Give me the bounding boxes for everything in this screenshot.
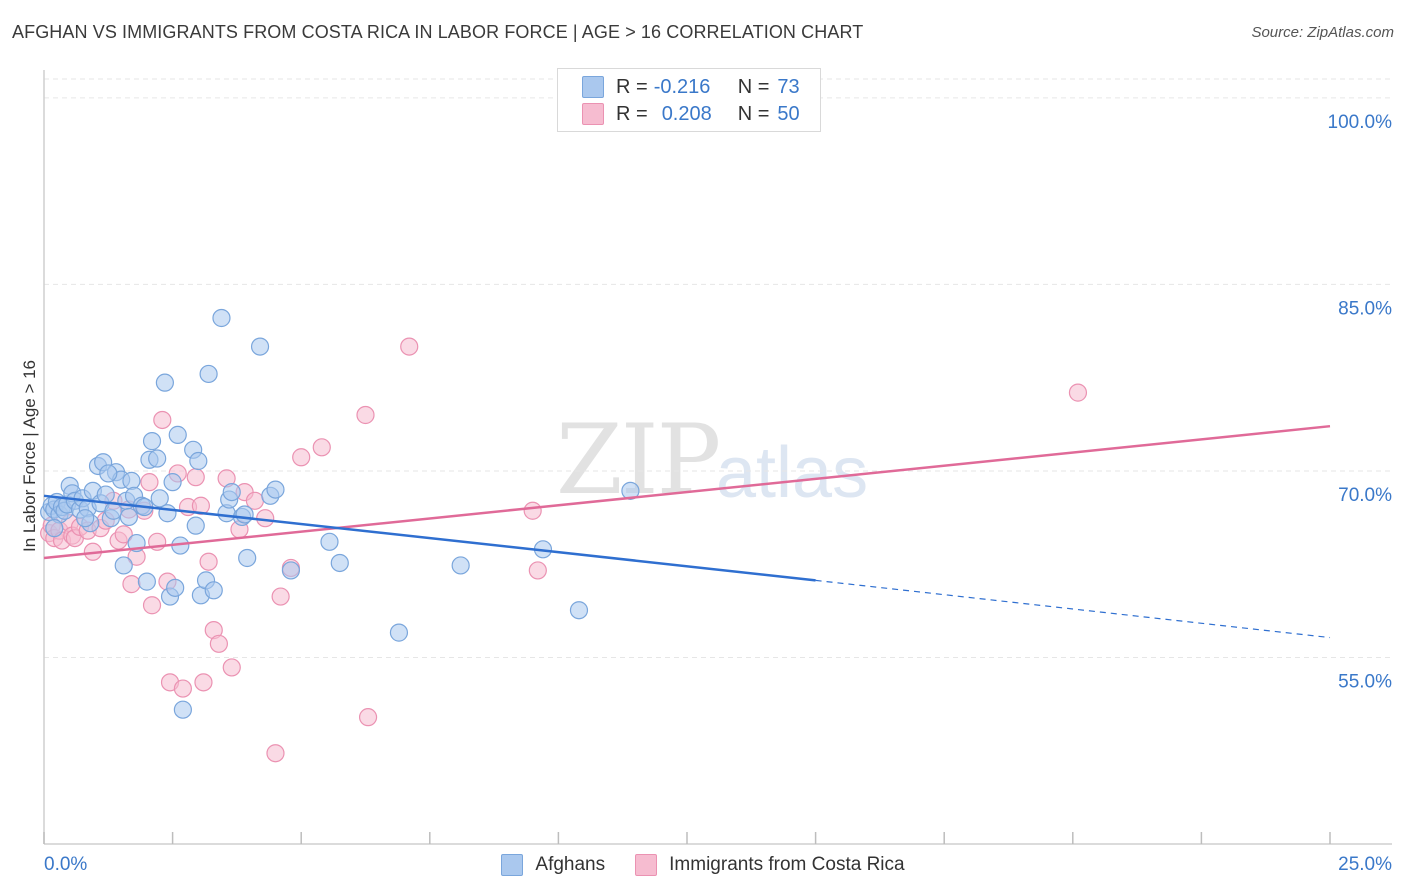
legend-swatch-blue xyxy=(582,76,604,98)
afghans-point xyxy=(204,581,223,600)
costa-rica-point xyxy=(523,501,542,520)
costa-rica-trend-line xyxy=(43,424,1331,560)
costa-rica-point xyxy=(292,448,311,467)
afghans-point xyxy=(148,449,167,468)
afghans-point xyxy=(569,601,589,620)
legend-swatch-pink xyxy=(635,854,658,876)
source-label: Source: ZipAtlas.com xyxy=(1251,24,1394,41)
afghans-point xyxy=(96,485,115,504)
afghans-point xyxy=(122,471,141,490)
afghans-point xyxy=(137,572,156,591)
x-tick-label: 25.0% xyxy=(1338,854,1392,875)
y-tick-label: 100.0% xyxy=(1328,112,1393,133)
afghans-point xyxy=(389,623,409,642)
correlation-legend: R = -0.216 N = 73 R = 0.208 N = 50 xyxy=(557,68,821,132)
legend-row-costa-rica: R = 0.208 N = 50 xyxy=(582,101,800,127)
afghans-point xyxy=(330,553,349,573)
trend-lines xyxy=(43,424,1331,639)
legend-label-afghans: Afghans xyxy=(535,854,606,875)
afghans-point xyxy=(158,504,177,523)
afghans-point xyxy=(76,509,95,528)
legend-r-value: 0.208 xyxy=(661,102,712,125)
afghans-point xyxy=(168,425,187,444)
afghans-point xyxy=(250,337,270,356)
afghans-point xyxy=(163,473,182,492)
afghans-trend-line xyxy=(43,494,816,582)
afghans-point xyxy=(166,578,185,597)
costa-rica-point xyxy=(222,658,241,677)
legend-item-costa-rica[interactable]: Immigrants from Costa Rica xyxy=(635,854,905,876)
legend-swatch-blue xyxy=(501,854,524,876)
costa-rica-point xyxy=(140,473,159,492)
chart-title: AFGHAN VS IMMIGRANTS FROM COSTA RICA IN … xyxy=(12,22,864,42)
y-tick-label: 70.0% xyxy=(1338,485,1392,506)
costa-rica-point xyxy=(356,405,375,425)
costa-rica-point xyxy=(312,438,331,457)
costa-rica-point xyxy=(358,708,378,727)
costa-rica-point xyxy=(1068,383,1088,402)
x-tick-label: 0.0% xyxy=(44,854,87,875)
afghans-point xyxy=(99,464,118,483)
costa-rica-point xyxy=(209,634,228,653)
legend-r-label: R = xyxy=(616,75,648,98)
y-tick-label: 85.0% xyxy=(1338,298,1392,319)
series-afghans-points xyxy=(40,308,640,719)
afghans-point xyxy=(119,507,138,527)
afghans-point xyxy=(451,556,470,575)
afghans-point xyxy=(186,516,205,535)
afghans-point xyxy=(142,432,162,451)
legend-n-value: 73 xyxy=(777,75,800,98)
afghans-point xyxy=(320,532,339,551)
afghans-point xyxy=(114,556,133,575)
legend-n-value: 50 xyxy=(777,102,800,125)
afghans-point xyxy=(222,482,241,502)
legend-item-afghans[interactable]: Afghans xyxy=(501,854,605,876)
afghans-point xyxy=(45,519,64,538)
afghans-trend-extension xyxy=(815,579,1331,639)
afghans-point xyxy=(173,700,192,719)
afghans-point xyxy=(266,480,285,499)
y-tick-label: 55.0% xyxy=(1338,671,1392,692)
axes xyxy=(43,70,1392,845)
afghans-point xyxy=(199,364,218,384)
afghans-point xyxy=(212,308,231,328)
costa-rica-point xyxy=(271,587,290,606)
tick-labels: 55.0% 70.0% 85.0% 100.0% 0.0% 25.0% xyxy=(44,112,1392,875)
costa-rica-point xyxy=(173,679,192,698)
afghans-point xyxy=(155,373,174,392)
afghans-point xyxy=(281,561,301,580)
legend-n-label: N = xyxy=(737,75,770,98)
legend-r-value: -0.216 xyxy=(653,75,711,98)
legend-n-label: N = xyxy=(737,102,770,125)
legend-row-afghans: R = -0.216 N = 73 xyxy=(582,74,800,100)
legend-label-costa-rica: Immigrants from Costa Rica xyxy=(669,854,905,875)
legend-swatch-pink xyxy=(582,103,604,125)
afghans-point xyxy=(238,548,257,568)
afghans-point xyxy=(150,489,169,508)
costa-rica-point xyxy=(122,575,141,594)
costa-rica-point xyxy=(114,525,133,544)
series-legend: Afghans Immigrants from Costa Rica xyxy=(0,852,1406,878)
afghans-point xyxy=(189,451,208,471)
costa-rica-point xyxy=(153,410,172,430)
costa-rica-point xyxy=(199,552,218,571)
costa-rica-point xyxy=(142,596,162,615)
afghans-point xyxy=(621,481,640,500)
watermark-atlas: atlas xyxy=(716,433,869,513)
costa-rica-point xyxy=(194,673,213,692)
costa-rica-point xyxy=(400,337,419,356)
costa-rica-point xyxy=(528,561,547,580)
series-costa-rica-points xyxy=(40,337,1088,763)
afghans-point xyxy=(235,505,254,524)
costa-rica-point xyxy=(266,744,285,763)
costa-rica-point xyxy=(186,468,205,487)
legend-r-label: R = xyxy=(616,102,648,125)
